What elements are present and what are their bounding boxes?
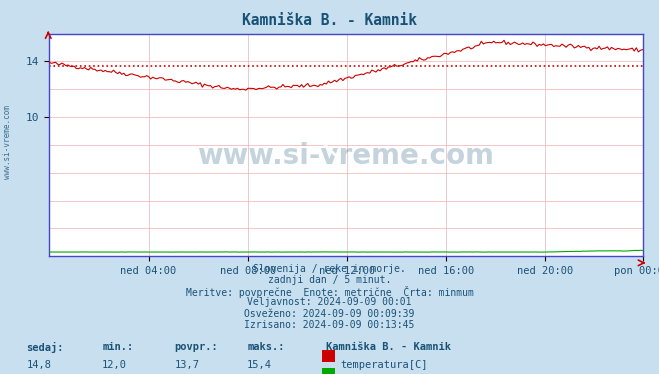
Text: 12,0: 12,0 bbox=[102, 360, 127, 370]
Text: 13,7: 13,7 bbox=[175, 360, 200, 370]
Text: zadnji dan / 5 minut.: zadnji dan / 5 minut. bbox=[268, 275, 391, 285]
Text: www.si-vreme.com: www.si-vreme.com bbox=[198, 142, 494, 170]
Text: Izrisano: 2024-09-09 00:13:45: Izrisano: 2024-09-09 00:13:45 bbox=[244, 320, 415, 330]
Text: 14,8: 14,8 bbox=[26, 360, 51, 370]
Text: www.si-vreme.com: www.si-vreme.com bbox=[3, 105, 13, 179]
Text: maks.:: maks.: bbox=[247, 342, 285, 352]
Text: min.:: min.: bbox=[102, 342, 133, 352]
Text: povpr.:: povpr.: bbox=[175, 342, 218, 352]
Text: 15,4: 15,4 bbox=[247, 360, 272, 370]
Text: Veljavnost: 2024-09-09 00:01: Veljavnost: 2024-09-09 00:01 bbox=[247, 297, 412, 307]
Text: Kamniška B. - Kamnik: Kamniška B. - Kamnik bbox=[242, 13, 417, 28]
Text: Kamniška B. - Kamnik: Kamniška B. - Kamnik bbox=[326, 342, 451, 352]
Text: Slovenija / reke in morje.: Slovenija / reke in morje. bbox=[253, 264, 406, 274]
Text: sedaj:: sedaj: bbox=[26, 342, 64, 353]
Text: Meritve: povprečne  Enote: metrične  Črta: minmum: Meritve: povprečne Enote: metrične Črta:… bbox=[186, 286, 473, 298]
Text: temperatura[C]: temperatura[C] bbox=[340, 360, 428, 370]
Text: Osveženo: 2024-09-09 00:09:39: Osveženo: 2024-09-09 00:09:39 bbox=[244, 309, 415, 319]
